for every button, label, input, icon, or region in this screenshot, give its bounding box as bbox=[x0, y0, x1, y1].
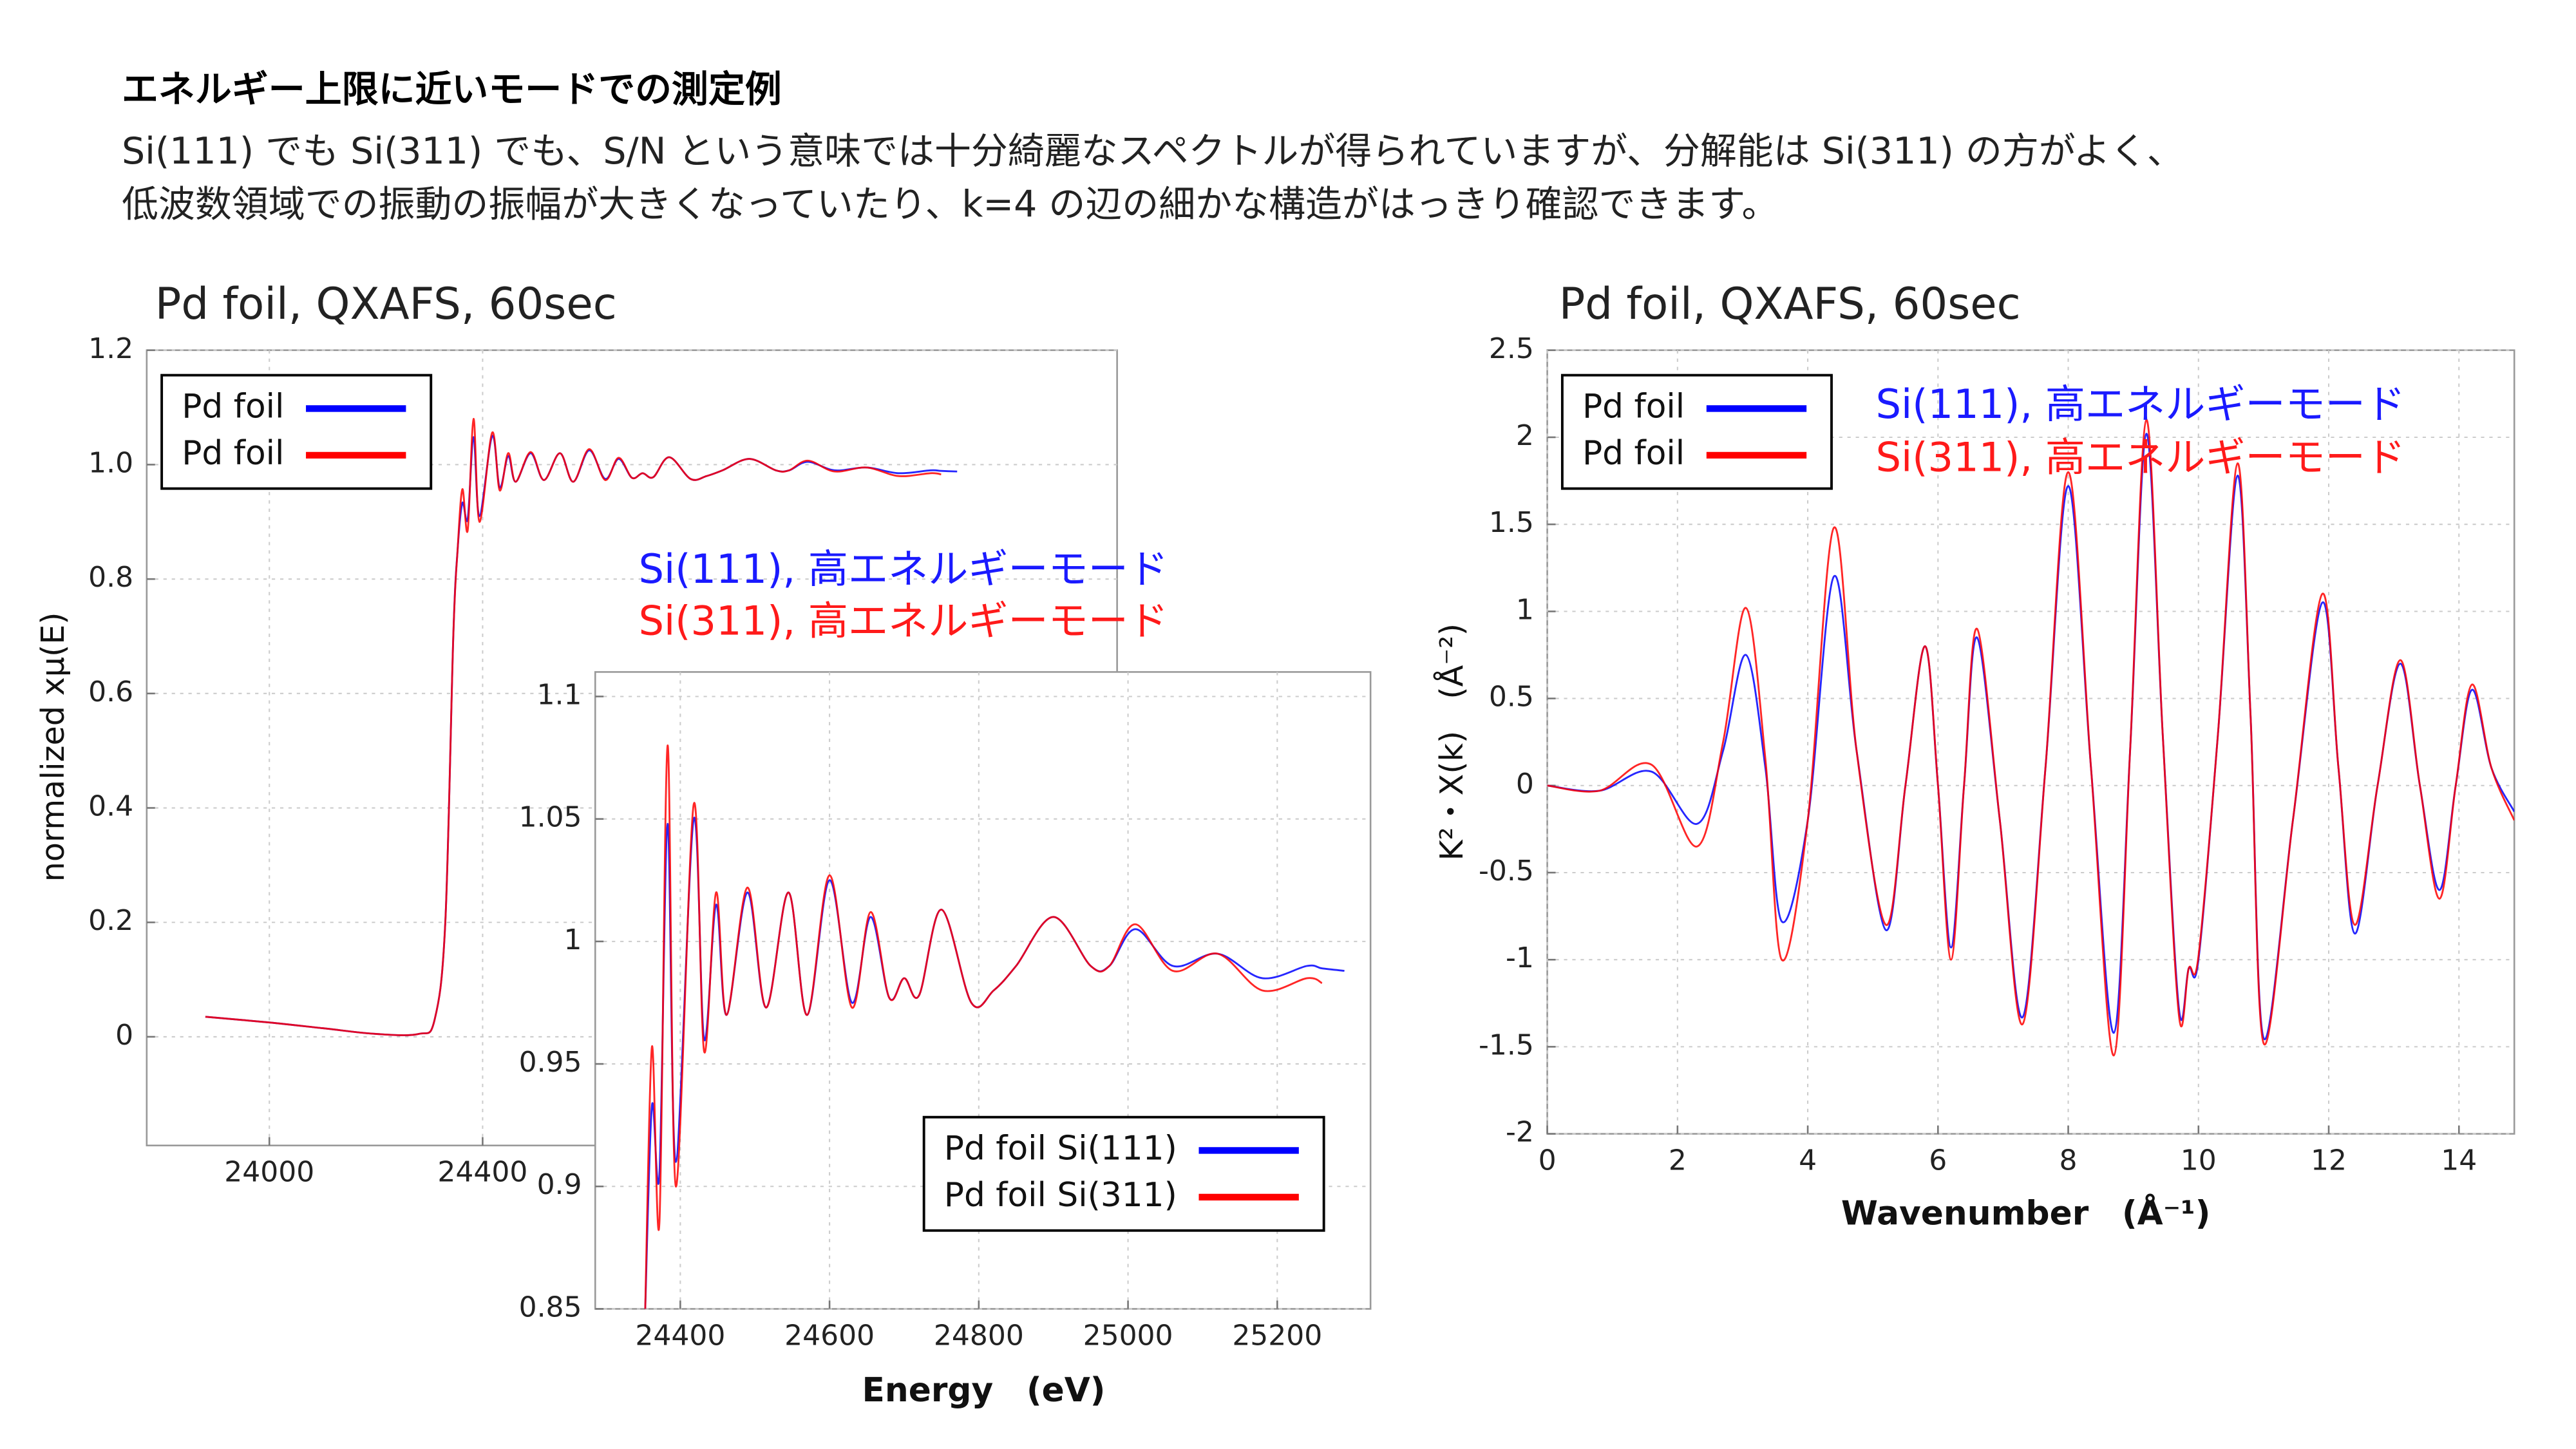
chart-title: Pd foil, QXAFS, 60sec bbox=[1559, 279, 2021, 329]
legend-label: Pd foil Si(111) bbox=[944, 1129, 1177, 1168]
x-tick-label: 24000 bbox=[224, 1156, 314, 1189]
y-tick-label: 0.2 bbox=[88, 904, 133, 937]
annotation: Si(311), 高エネルギーモード bbox=[1876, 434, 2405, 481]
x-tick-label: 4 bbox=[1799, 1144, 1817, 1177]
legend-box bbox=[1560, 374, 1833, 490]
x-tick-label: 8 bbox=[2060, 1144, 2078, 1177]
y-tick-label: 0.6 bbox=[88, 676, 133, 708]
y-tick-label: 1 bbox=[564, 923, 582, 956]
annotation: Si(111), 高エネルギーモード bbox=[1876, 381, 2405, 428]
x-tick-label: 24600 bbox=[784, 1319, 875, 1352]
legend: Pd foil Si(111) Pd foil Si(311) bbox=[922, 1115, 1325, 1232]
slide-title: エネルギー上限に近いモードでの測定例 bbox=[122, 68, 782, 111]
y-tick-label: 0.5 bbox=[1489, 681, 1534, 714]
x-tick-label: 10 bbox=[2181, 1144, 2217, 1177]
y-tick-label: 0.85 bbox=[519, 1291, 582, 1323]
y-tick-label: 0 bbox=[115, 1019, 133, 1052]
legend: Pd foil Pd foil bbox=[160, 374, 433, 490]
legend-label: Pd foil bbox=[182, 434, 284, 473]
legend-box bbox=[160, 374, 433, 490]
x-axis-label: Wavenumber (Å⁻¹) bbox=[1841, 1193, 2211, 1233]
y-axis-label: normalized xμ(E) bbox=[34, 612, 71, 882]
y-tick-label: -2 bbox=[1506, 1116, 1534, 1149]
y-tick-label: 0.95 bbox=[519, 1046, 582, 1079]
body-text: 低波数領域での振動の振幅が大きくなっていたり、k=4 の辺の細かな構造がはっきり… bbox=[122, 184, 1779, 226]
x-tick-label: 14 bbox=[2441, 1144, 2477, 1177]
y-tick-label: 0 bbox=[1516, 768, 1534, 800]
y-axis-label: K²・Χ(k) (Å⁻²) bbox=[1433, 623, 1470, 861]
y-tick-label: 1.0 bbox=[88, 446, 133, 479]
x-tick-label: 0 bbox=[1539, 1144, 1557, 1177]
legend-label: Pd foil bbox=[1582, 387, 1685, 426]
annotation: Si(111), 高エネルギーモード bbox=[639, 545, 1168, 592]
x-axis-label: Energy (eV) bbox=[862, 1371, 1106, 1410]
y-tick-label: -1 bbox=[1506, 942, 1534, 974]
x-tick-label: 24400 bbox=[437, 1156, 527, 1189]
x-tick-label: 6 bbox=[1929, 1144, 1947, 1177]
annotation: Si(311), 高エネルギーモード bbox=[639, 597, 1168, 644]
y-tick-label: 2 bbox=[1516, 419, 1534, 452]
body-text: Si(111) でも Si(311) でも、S/N という意味では十分綺麗なスペ… bbox=[122, 130, 2184, 173]
y-tick-label: 1 bbox=[1516, 593, 1534, 626]
data-line bbox=[644, 744, 1323, 1309]
legend-label: Pd foil Si(311) bbox=[944, 1176, 1177, 1215]
x-tick-label: 12 bbox=[2311, 1144, 2347, 1177]
x-tick-label: 24400 bbox=[635, 1319, 725, 1352]
legend-label: Pd foil bbox=[1582, 434, 1685, 473]
x-tick-label: 24800 bbox=[934, 1319, 1024, 1352]
y-tick-label: -1.5 bbox=[1479, 1028, 1534, 1061]
legend-label: Pd foil bbox=[182, 387, 284, 426]
y-tick-label: 1.1 bbox=[537, 678, 582, 711]
x-tick-label: 25000 bbox=[1083, 1319, 1173, 1352]
y-tick-label: 0.8 bbox=[88, 561, 133, 594]
y-tick-label: 0.4 bbox=[88, 790, 133, 823]
chart: 0.85 0.9 0.95 1 1.05 1.1 24400 24600 24800 25000 2… bbox=[519, 671, 1372, 1410]
y-tick-label: 0.9 bbox=[537, 1168, 582, 1201]
legend-box bbox=[922, 1115, 1325, 1232]
y-tick-label: 2.5 bbox=[1489, 332, 1534, 365]
data-line bbox=[205, 417, 942, 1036]
x-tick-label: 25200 bbox=[1232, 1319, 1322, 1352]
x-tick-label: 2 bbox=[1669, 1144, 1687, 1177]
y-tick-label: 1.2 bbox=[88, 332, 133, 365]
data-line bbox=[1547, 419, 2515, 1057]
y-tick-label: 1.5 bbox=[1489, 506, 1534, 539]
chart-title: Pd foil, QXAFS, 60sec bbox=[155, 279, 617, 329]
legend: Pd foil Pd foil bbox=[1560, 374, 1833, 490]
y-tick-label: 1.05 bbox=[519, 801, 582, 834]
y-tick-label: -0.5 bbox=[1479, 855, 1534, 887]
